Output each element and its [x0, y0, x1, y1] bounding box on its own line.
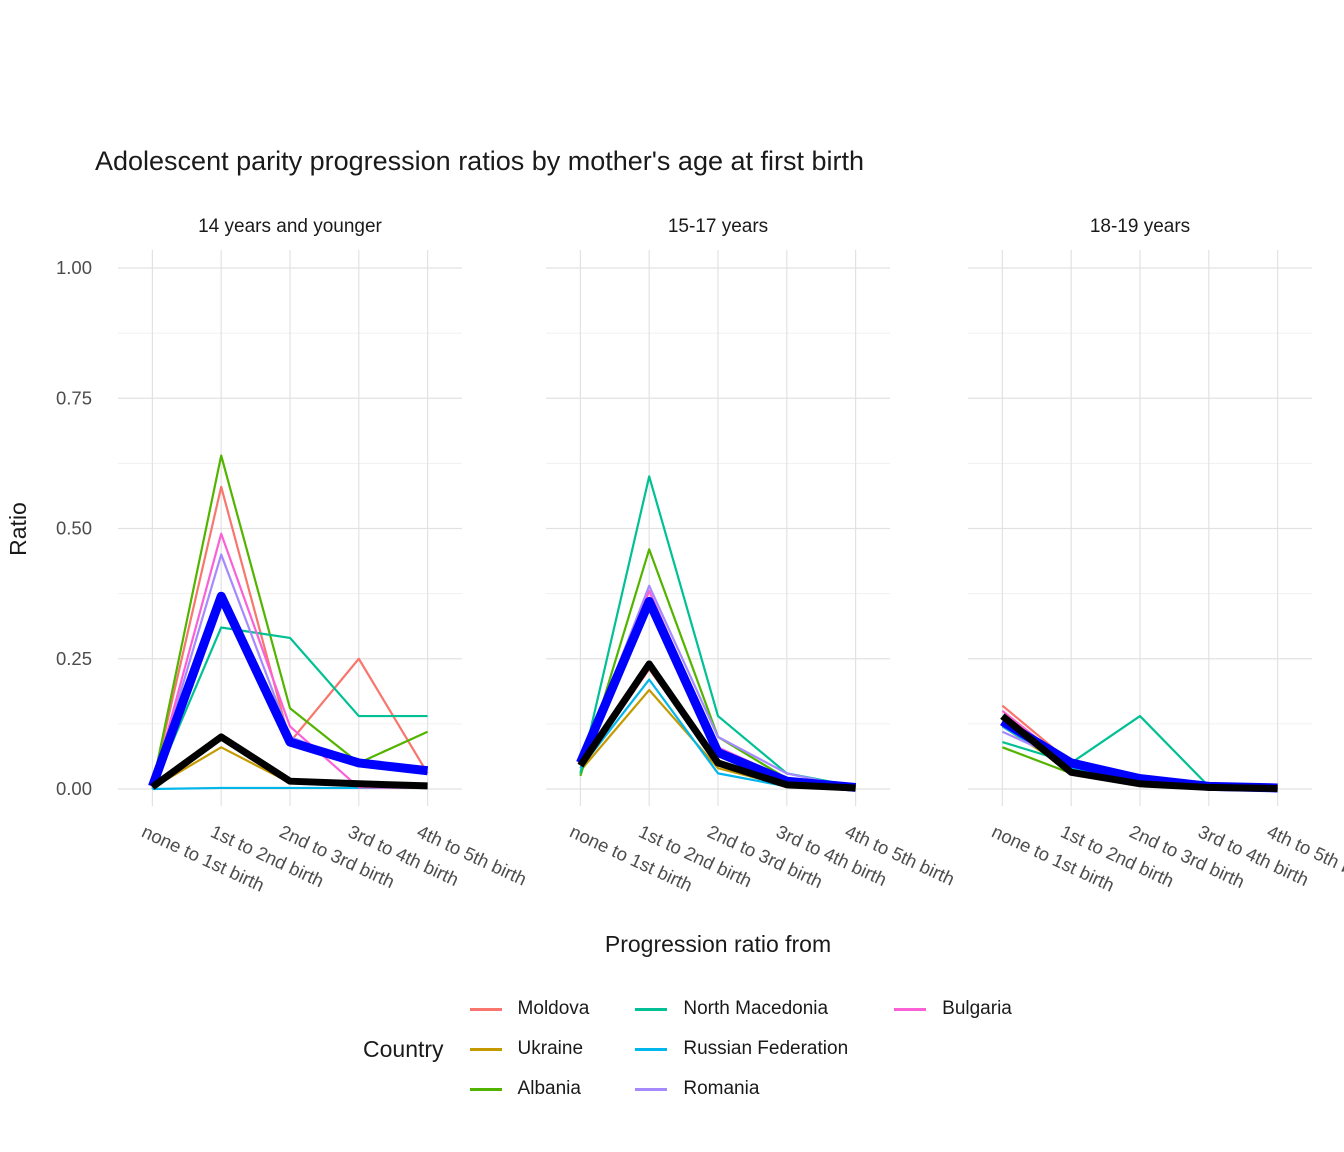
series-line-unlabeled-thick-black-line: [577, 660, 856, 792]
legend-label-ukraine: Ukraine: [517, 1038, 584, 1059]
legend-item-ukraine: Ukraine: [469, 1038, 590, 1060]
x-axis-title: Progression ratio from: [605, 931, 831, 957]
legend-label-bulgaria: Bulgaria: [942, 998, 1012, 1019]
legend-title: Country: [363, 1035, 444, 1062]
chart-title: Adolescent parity progression ratios by …: [95, 146, 865, 176]
y-axis-title: Ratio: [5, 502, 31, 556]
legend-key-north-macedonia: [635, 1007, 668, 1011]
legend-item-moldova: Moldova: [469, 998, 590, 1020]
legend-key-russian-federation: [635, 1047, 668, 1051]
y-tick-label: 0.50: [56, 518, 92, 539]
legend-key-bulgaria: [894, 1007, 927, 1011]
legend-item-north-macedonia: North Macedonia: [635, 998, 848, 1020]
legend-label-north-macedonia: North Macedonia: [683, 998, 829, 1019]
y-tick-label: 1.00: [56, 257, 92, 278]
faceted-line-chart: 14 years and younger 15-17 years 18-19 yea…: [5, 216, 1344, 957]
legend-label-moldova: Moldova: [517, 998, 590, 1019]
legend-item-bulgaria: Bulgaria: [894, 998, 1012, 1020]
y-tick-label: 0.00: [56, 778, 92, 799]
series-line-albania: [151, 454, 429, 787]
facet-label-15-17-years: 15-17 years: [668, 216, 768, 237]
legend-item-romania: Romania: [635, 1078, 848, 1100]
facet-label-18-19-years: 18-19 years: [1090, 216, 1190, 237]
facet-label-14-years-and-younger: 14 years and younger: [198, 216, 382, 237]
series-line-north-macedonia: [151, 626, 428, 790]
legend-label-romania: Romania: [683, 1078, 760, 1099]
legend-item-russian-federation: Russian Federation: [635, 1038, 848, 1060]
series-line-unlabeled-thick-black-line: [150, 733, 428, 790]
y-tick-label: 0.25: [56, 648, 92, 669]
legend-entries: Moldova Ukraine Albania North Macedonia Russ…: [469, 998, 1012, 1100]
series-line-unlabeled-thick-black-line: [1000, 713, 1278, 792]
legend-key-romania: [635, 1087, 668, 1091]
legend: Country Moldova Ukraine Albania North Maced…: [363, 998, 1012, 1100]
legend-label-albania: Albania: [517, 1078, 581, 1099]
legend-label-russian-federation: Russian Federation: [683, 1038, 849, 1059]
y-tick-label: 0.75: [56, 387, 92, 408]
legend-key-ukraine: [469, 1047, 502, 1051]
series-line-unlabeled-thick-blue-line: [148, 591, 429, 788]
legend-key-albania: [469, 1087, 502, 1091]
legend-item-albania: Albania: [469, 1078, 590, 1100]
legend-key-moldova: [469, 1007, 502, 1011]
